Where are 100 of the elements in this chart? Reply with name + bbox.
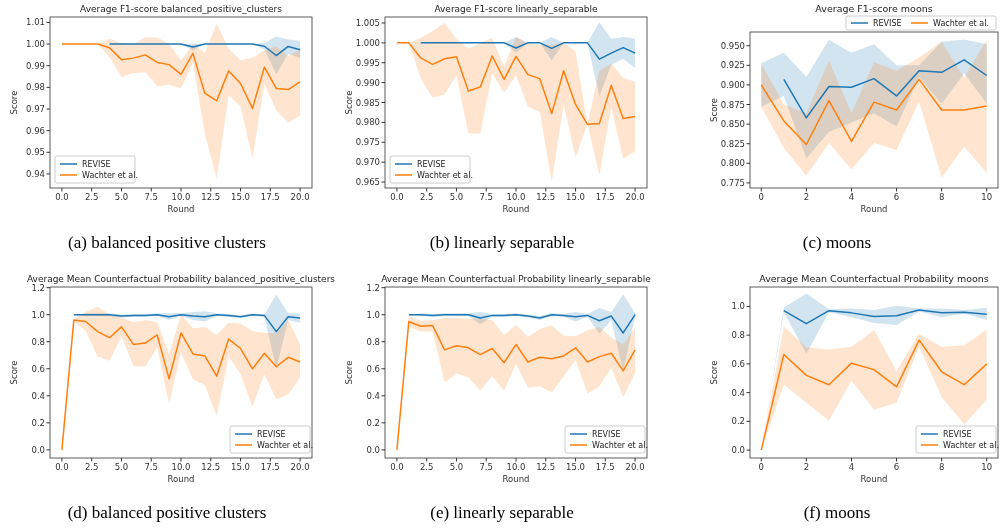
line-series — [783, 59, 988, 119]
y-tick-label: 0.8 — [31, 336, 45, 347]
legend-label: Wachter et al. — [592, 441, 648, 450]
legend-label: REVISE — [592, 430, 621, 439]
y-axis-title: Score — [709, 98, 719, 122]
x-tick-label: 6 — [893, 192, 900, 202]
x-tick-label: 6 — [893, 462, 900, 472]
y-tick-label: 0.975 — [355, 137, 380, 148]
text: (a) balanced positive clusters — [68, 233, 266, 252]
y-tick-label: 1.01 — [26, 17, 45, 28]
legend-label: Wachter et al. — [933, 19, 989, 28]
chart-title: Average Mean Counterfactual Probability linearly_separable — [381, 274, 652, 284]
x-tick-label: 10.0 — [171, 462, 191, 472]
y-tick-label: 0.775 — [720, 177, 745, 188]
y-tick-label: 0.4 — [366, 390, 380, 401]
y-axis-title: Score — [709, 360, 719, 385]
y-tick-label: 1.0 — [31, 309, 45, 320]
x-tick-label: 20.0 — [290, 192, 310, 202]
legend-label: Wachter et al. — [943, 441, 999, 450]
line-series — [396, 42, 636, 126]
y-tick-label: 1.2 — [366, 282, 380, 293]
text: (f) moons — [803, 503, 871, 522]
x-tick-label: 2.5 — [84, 192, 99, 202]
y-tick-label: 0.850 — [720, 119, 745, 130]
x-tick-label: 12.5 — [201, 192, 221, 202]
y-tick-label: 0.825 — [720, 138, 745, 149]
text: (c) moons — [802, 233, 872, 252]
y-tick-label: 0.875 — [720, 99, 745, 110]
line-series — [408, 313, 636, 334]
x-tick-label: 5.0 — [449, 192, 464, 202]
y-tick-label: 0.965 — [355, 177, 380, 188]
x-tick-label: 7.5 — [479, 192, 493, 202]
x-tick-label: 17.5 — [595, 462, 615, 472]
line-series — [783, 309, 988, 325]
y-tick-label: 1.2 — [31, 282, 45, 293]
y-tick-label: 0.4 — [31, 390, 45, 401]
x-tick-label: 10.0 — [506, 192, 526, 202]
y-tick-label: 0.4 — [731, 387, 745, 398]
x-tick-label: 8 — [938, 462, 945, 472]
x-tick-label: 7.5 — [144, 192, 158, 202]
line-series — [419, 42, 636, 60]
line-series — [108, 43, 301, 57]
x-tick-label: 15.0 — [231, 192, 251, 202]
y-tick-label: 0.0 — [31, 444, 45, 455]
x-tick-label: 0.0 — [55, 462, 69, 472]
x-tick-label: 0 — [758, 462, 764, 472]
y-tick-label: 0.96 — [26, 125, 45, 136]
y-tick-label: 0.0 — [366, 444, 380, 455]
x-tick-label: 0 — [758, 192, 764, 202]
x-tick-label: 2.5 — [419, 192, 434, 202]
x-axis-title: Round — [502, 204, 530, 214]
x-tick-label: 4 — [848, 462, 855, 472]
y-tick-label: 0.94 — [26, 168, 45, 179]
legend-label: Wachter et al. — [417, 171, 473, 180]
y-tick-label: 1.0 — [366, 309, 380, 320]
y-tick-label: 0.925 — [720, 60, 745, 71]
x-axis-title: Round — [502, 474, 530, 484]
x-tick-label: 2 — [803, 462, 810, 472]
x-tick-label: 10.0 — [171, 192, 191, 202]
y-axis-title: Score — [344, 360, 354, 385]
y-tick-label: 0.8 — [731, 330, 745, 341]
y-tick-label: 1.005 — [355, 17, 380, 28]
y-tick-label: 0.2 — [731, 416, 745, 427]
line-series — [760, 78, 988, 146]
text: (b) linearly separable — [429, 233, 575, 252]
chart-title: Average F1-score linearly_separable — [434, 4, 599, 14]
y-tick-label: 0.2 — [366, 417, 380, 428]
legend-label: REVISE — [417, 160, 446, 169]
x-tick-label: 10 — [981, 192, 993, 202]
line-series — [61, 43, 301, 110]
x-tick-label: 5.0 — [449, 462, 464, 472]
x-axis-title: Round — [167, 204, 195, 214]
x-tick-label: 10 — [981, 462, 993, 472]
legend-label: REVISE — [257, 430, 286, 439]
x-tick-label: 12.5 — [536, 462, 556, 472]
legend-label: REVISE — [873, 19, 902, 28]
x-tick-label: 15.0 — [566, 462, 586, 472]
x-tick-label: 17.5 — [595, 192, 615, 202]
x-tick-label: 2.5 — [84, 462, 99, 472]
x-tick-label: 0.0 — [390, 462, 404, 472]
y-tick-label: 0.99 — [26, 60, 45, 71]
x-tick-label: 8 — [938, 192, 945, 202]
x-tick-label: 5.0 — [114, 192, 129, 202]
x-tick-label: 17.5 — [260, 192, 280, 202]
x-tick-label: 20.0 — [625, 192, 645, 202]
y-tick-label: 0.97 — [26, 103, 45, 114]
y-tick-label: 0.0 — [731, 445, 745, 456]
x-tick-label: 20.0 — [290, 462, 310, 472]
x-tick-label: 4 — [848, 192, 855, 202]
y-tick-label: 0.970 — [355, 157, 380, 168]
y-tick-label: 0.95 — [26, 147, 45, 158]
y-tick-label: 0.6 — [31, 363, 45, 374]
y-tick-label: 0.800 — [720, 158, 745, 169]
y-tick-label: 0.990 — [355, 77, 380, 88]
chart-title: Average F1-score balanced_positive_clusters — [80, 4, 283, 14]
text: (e) linearly separable — [430, 503, 574, 522]
x-tick-label: 12.5 — [536, 192, 556, 202]
legend-label: REVISE — [943, 430, 972, 439]
x-axis-title: Round — [860, 474, 888, 484]
chart-title: Average Mean Counterfactual Probability moons — [759, 273, 989, 284]
